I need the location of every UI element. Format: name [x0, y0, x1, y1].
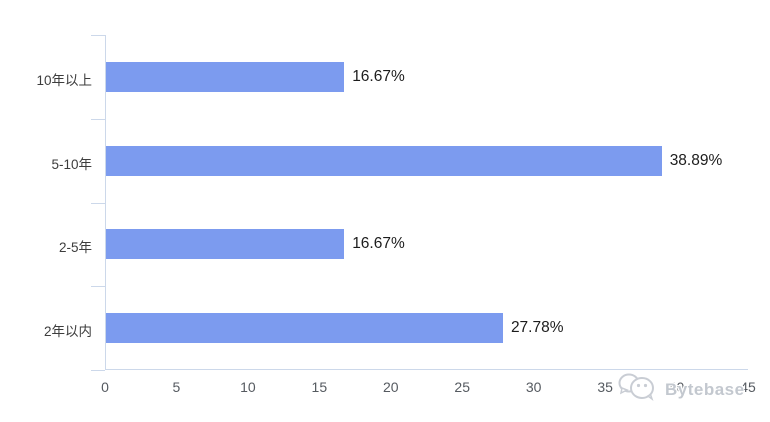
y-axis-tick [91, 118, 105, 120]
x-axis-tick-label: 10 [240, 379, 256, 395]
value-label: 16.67% [352, 235, 405, 253]
plot-area [105, 35, 748, 370]
watermark: Bytebase [618, 372, 745, 407]
x-axis-tick-label: 45 [740, 379, 756, 395]
y-axis-tick [91, 202, 105, 204]
x-axis-tick-label: 40 [668, 379, 685, 395]
bar [106, 313, 503, 344]
value-label: 38.89% [669, 151, 723, 169]
watermark-label: Bytebase [665, 379, 745, 399]
x-axis-tick-label: 35 [597, 379, 613, 395]
category-label: 2年以内 [43, 324, 92, 340]
value-label: 27.78% [510, 319, 564, 337]
category-label: 2-5年 [58, 240, 92, 256]
category-label: 10年以上 [36, 72, 92, 88]
x-axis-tick-label: 25 [454, 379, 471, 395]
x-axis-tick-label: 20 [382, 379, 399, 395]
x-axis-tick-label: 5 [172, 379, 181, 395]
y-axis-tick [91, 370, 105, 371]
y-axis-tick [91, 286, 105, 288]
x-axis-tick-label: 0 [101, 379, 109, 395]
x-axis-tick-label: 15 [311, 379, 328, 395]
x-axis-tick-label: 30 [525, 379, 542, 395]
category-label: 5-10年 [51, 156, 92, 172]
bar [106, 61, 345, 92]
y-axis-tick [91, 35, 105, 36]
bar [106, 145, 662, 176]
bar [106, 229, 345, 260]
bytebase-logo-icon [618, 372, 660, 407]
value-label: 16.67% [352, 67, 405, 85]
